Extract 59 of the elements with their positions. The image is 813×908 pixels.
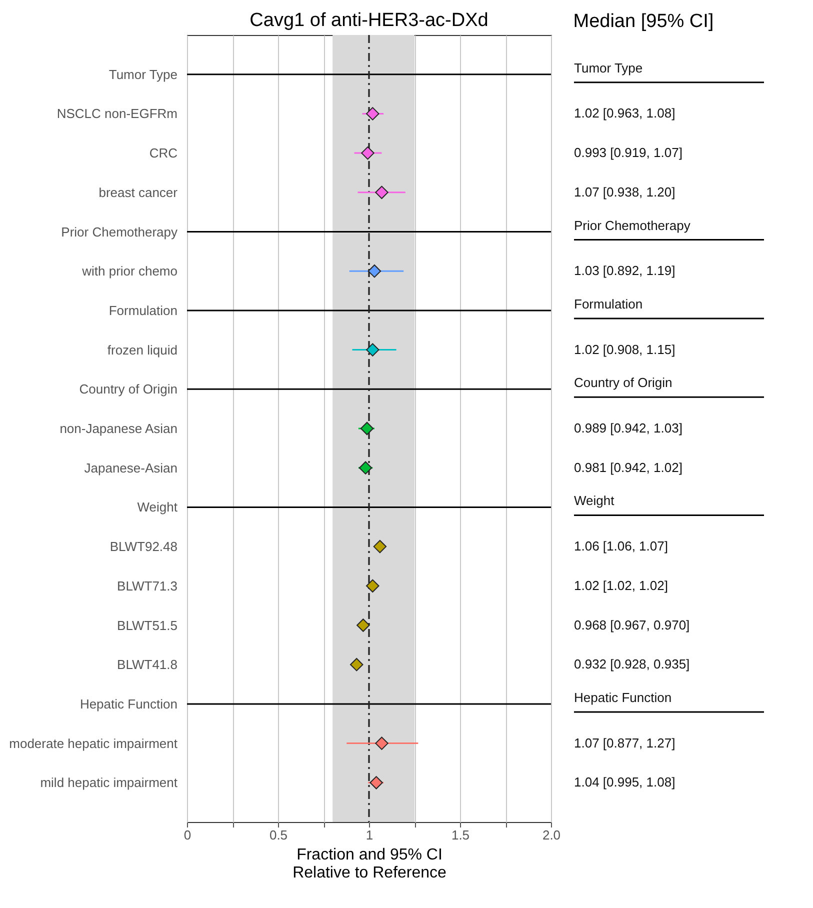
point <box>375 186 388 200</box>
point <box>358 461 372 474</box>
text: Median [95% CI] <box>573 11 714 32</box>
text: 1.02 [1.02, 1.02] <box>574 578 668 593</box>
ref-line-label: Weight <box>574 493 615 508</box>
text: 0.989 [0.942, 1.03] <box>574 420 682 436</box>
text: 1.02 [0.963, 1.08] <box>574 106 676 121</box>
y-tick-label: with prior chemo <box>81 264 178 279</box>
point <box>360 422 374 436</box>
x-tick-label: 1.5 <box>451 828 470 842</box>
point <box>361 146 374 160</box>
y-tick-label: Weight <box>137 500 178 515</box>
y-tick-label: Japanese-Asian <box>84 460 178 476</box>
x-tick-label: 2.0 <box>542 828 561 842</box>
text: 0.981 [0.942, 1.02] <box>574 460 682 475</box>
text: 1.07 [0.938, 1.20] <box>574 184 676 200</box>
chart-title: Cavg1 of anti-HER3-ac-DXd <box>250 10 488 32</box>
y-tick-label: BLWT71.3 <box>117 578 178 594</box>
ref-line-label: Prior Chemotherapy <box>574 218 691 233</box>
point <box>356 618 370 632</box>
point <box>373 540 387 554</box>
point <box>366 579 380 593</box>
point <box>366 343 380 356</box>
y-tick-label: Formulation <box>108 302 178 318</box>
y-tick-label: Country of Origin <box>79 382 178 397</box>
text: 1.07 [0.877, 1.27] <box>574 735 676 750</box>
y-tick-label: NSCLC non-EGFRm <box>56 106 178 122</box>
y-tick-label: Prior Chemotherapy <box>61 224 178 240</box>
y-tick-label: moderate hepatic impairment <box>9 736 178 751</box>
point <box>370 776 383 790</box>
y-tick-label: breast cancer <box>98 184 178 200</box>
x-tick-label: 1 <box>366 828 374 842</box>
y-tick-label: mild hepatic impairment <box>40 775 178 790</box>
point <box>350 658 364 672</box>
y-tick-label: BLWT41.8 <box>117 657 178 672</box>
y-tick-label: non-Japanese Asian <box>60 421 178 436</box>
point <box>366 107 380 120</box>
ref-line-label: Formulation <box>574 296 643 312</box>
x-tick-label: 0 <box>184 828 192 842</box>
x-tick-label: 0.5 <box>269 828 288 842</box>
y-tick-label: Hepatic Function <box>80 696 178 712</box>
point <box>375 736 388 750</box>
text: 1.02 [0.908, 1.15] <box>574 342 676 357</box>
y-tick-label: BLWT51.5 <box>117 618 178 633</box>
text: 0.932 [0.928, 0.935] <box>574 656 690 672</box>
y-tick-label: frozen liquid <box>107 342 178 358</box>
point <box>368 264 382 278</box>
text: 0.993 [0.919, 1.07] <box>574 145 682 160</box>
text: 1.03 [0.892, 1.19] <box>574 263 676 278</box>
text: 1.04 [0.995, 1.08] <box>574 774 676 790</box>
text: 0.968 [0.967, 0.970] <box>574 617 690 632</box>
ref-line-label: Country of Origin <box>574 375 672 390</box>
y-tick-label: BLWT92.48 <box>110 539 178 554</box>
ref-line-label: Hepatic Function <box>574 690 672 705</box>
ref-line-label: Tumor Type <box>574 60 643 76</box>
text: 1.06 [1.06, 1.07] <box>574 538 668 554</box>
y-tick-label: CRC <box>149 146 178 161</box>
y-tick-label: Tumor Type <box>108 66 178 82</box>
x-axis-title: Fraction and 95% CI Relative to Reference <box>292 846 447 882</box>
